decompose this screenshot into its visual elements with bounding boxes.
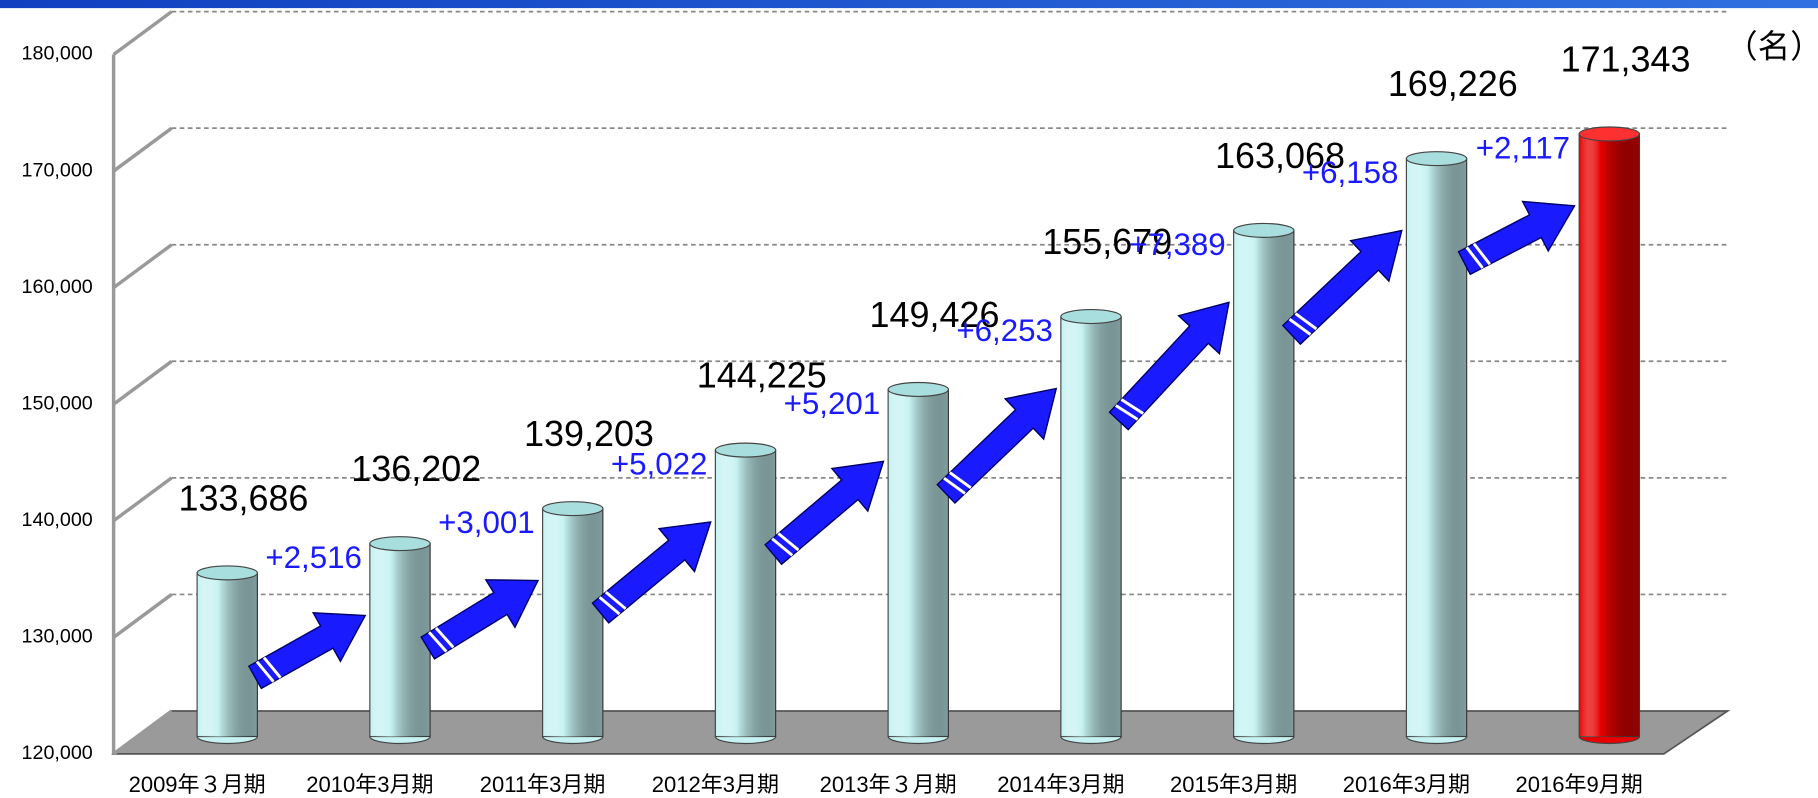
- annotation: +5,201: [784, 386, 881, 421]
- bar-top: [1578, 126, 1641, 142]
- arrow: [591, 521, 712, 624]
- bar-top: [369, 536, 431, 552]
- x-tick-label: 2015年3月期: [1170, 772, 1297, 797]
- arrow-stripe: [777, 532, 800, 552]
- y-tick-label: 170,000: [22, 159, 93, 181]
- bar-top: [542, 501, 604, 517]
- y-tick-label: 140,000: [22, 509, 93, 531]
- arrow: [1457, 200, 1576, 276]
- y-tick-label: 120,000: [22, 742, 93, 764]
- value-label: 163,068: [1215, 135, 1345, 176]
- arrow: [420, 579, 540, 660]
- value-label: 136,202: [351, 448, 481, 489]
- annotation: +3,001: [438, 505, 535, 540]
- y-tick-label: 180,000: [22, 43, 93, 65]
- arrow-stripe: [604, 590, 627, 610]
- value-label: 169,226: [1388, 63, 1518, 104]
- annotation: +5,022: [611, 447, 708, 482]
- value-label: 139,203: [524, 413, 654, 454]
- bar-shade: [1579, 133, 1640, 737]
- bar-shade: [1060, 316, 1122, 737]
- value-label: 149,426: [870, 294, 1000, 335]
- bar-top: [1060, 309, 1122, 325]
- arrow-body: [420, 579, 540, 660]
- arrow-body: [1108, 301, 1230, 431]
- arrow-stripe: [1120, 398, 1144, 415]
- value-label: 133,686: [179, 478, 309, 519]
- top-band: [0, 0, 1818, 9]
- x-tick-label: 2012年3月期: [652, 772, 779, 797]
- arrow-stripe: [771, 537, 794, 557]
- arrow-stripe: [255, 660, 275, 683]
- arrow-stripe: [1288, 318, 1312, 336]
- x-tick-label: 2016年9月期: [1516, 772, 1643, 797]
- annotation: +6,253: [956, 313, 1053, 348]
- arrow-stripe: [434, 627, 455, 649]
- x-tick-label: 2009年３月期: [129, 772, 266, 797]
- value-label: 144,225: [697, 355, 827, 396]
- arrow-stripe: [943, 477, 966, 495]
- arrow: [936, 387, 1058, 505]
- arrow-stripe: [1115, 404, 1139, 421]
- arrow-stripe: [1472, 242, 1491, 266]
- arrow-stripe: [949, 471, 972, 490]
- y-tick-label: 130,000: [22, 626, 93, 648]
- annotation: +6,158: [1302, 155, 1399, 190]
- arrow-body: [247, 612, 367, 690]
- arrow-stripe: [428, 631, 448, 653]
- bar-shade: [1233, 230, 1294, 737]
- arrow-body: [936, 387, 1058, 505]
- annotation: +2,516: [265, 540, 362, 575]
- tick-connector: [112, 476, 173, 523]
- tick-connector: [112, 243, 173, 290]
- x-tick-label: 2011年3月期: [480, 772, 606, 797]
- bar-shade: [1406, 158, 1467, 737]
- arrow: [1108, 301, 1230, 431]
- arrow: [247, 612, 367, 690]
- annotation: +7,389: [1129, 227, 1226, 262]
- tick-connector: [112, 359, 173, 406]
- bar-top: [196, 565, 258, 581]
- arrow-body: [591, 521, 712, 624]
- arrow-body: [1281, 229, 1403, 346]
- value-label: 155,679: [1042, 221, 1172, 262]
- tick-connector: [112, 593, 173, 639]
- arrow-stripe: [598, 596, 621, 616]
- bar-top: [1405, 151, 1468, 167]
- y-tick-label: 160,000: [22, 276, 93, 298]
- tick-connector: [112, 10, 173, 56]
- arrow-stripe: [1465, 246, 1484, 269]
- bar-shade: [369, 543, 431, 737]
- bar-top: [887, 381, 950, 397]
- annotation: +2,117: [1476, 130, 1570, 165]
- value-label: 171,343: [1561, 39, 1691, 80]
- arrow: [1281, 229, 1403, 346]
- bar-shade: [542, 508, 603, 737]
- bar-top: [714, 442, 777, 458]
- arrow: [764, 460, 885, 566]
- bar-top: [1233, 222, 1295, 238]
- unit-label: （名）: [1725, 28, 1818, 64]
- arrow-stripe: [1294, 312, 1318, 331]
- x-tick-label: 2013年３月期: [820, 772, 957, 797]
- arrow-body: [1457, 200, 1576, 276]
- tick-connector: [112, 709, 173, 756]
- arrow-stripe: [262, 656, 282, 679]
- bar-shade: [715, 450, 776, 737]
- arrow-body: [764, 460, 885, 566]
- tick-connector: [112, 126, 173, 173]
- x-tick-label: 2010年3月期: [306, 772, 433, 797]
- x-tick-label: 2014年3月期: [997, 772, 1124, 797]
- bar-shade: [197, 572, 258, 737]
- y-tick-label: 150,000: [22, 392, 93, 414]
- bar-shade: [888, 389, 949, 737]
- x-tick-label: 2016年3月期: [1343, 772, 1470, 797]
